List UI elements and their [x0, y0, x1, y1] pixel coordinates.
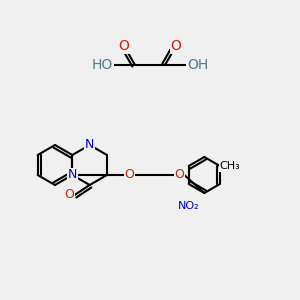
- Text: CH₃: CH₃: [220, 161, 240, 171]
- Text: N: N: [85, 139, 94, 152]
- Text: OH: OH: [187, 58, 208, 72]
- Text: O: O: [124, 169, 134, 182]
- Text: O: O: [65, 188, 75, 202]
- Text: O: O: [171, 39, 182, 53]
- Text: NO₂: NO₂: [178, 201, 200, 211]
- Text: O: O: [174, 169, 184, 182]
- Text: HO: HO: [92, 58, 113, 72]
- Text: O: O: [118, 39, 129, 53]
- Text: N: N: [68, 169, 77, 182]
